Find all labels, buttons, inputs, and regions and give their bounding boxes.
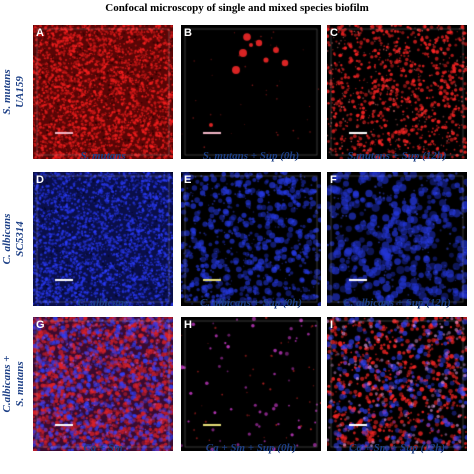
row-label: C.albicans + S. mutans [1,356,27,413]
panel-letter: E [184,174,192,186]
microscopy-panel: H [181,317,321,451]
panel-letter: C [330,27,338,39]
micrograph-image [33,25,173,159]
panel-letter: B [184,27,192,39]
panel-caption: C. albicans [77,297,129,309]
panel-caption: Ca + Sm [83,442,123,454]
microscopy-panel: C [327,25,467,159]
panel-caption: S. mutans + Sup (0h) [202,150,300,162]
panel-caption: Ca + Sm + Sup (12h) [349,442,445,454]
row-label: C. albicans SC5314 [1,214,27,265]
micrograph-image [33,172,173,306]
row-label-line: UA159 [14,76,26,108]
microscopy-panel: I [327,317,467,451]
figure-title: Confocal microscopy of single and mixed … [105,2,369,14]
panel-letter: A [36,27,44,39]
microscopy-panel: B [181,25,321,159]
panel-caption: S. mutans [80,150,126,162]
panel-caption: Ca + Sm + Sup (0h) [205,442,297,454]
panel-letter: H [184,319,192,331]
row-label-line: S. mutans [1,69,13,115]
panel-letter: G [36,319,45,331]
micrograph-image [33,317,173,451]
row-label: S. mutans UA159 [1,69,27,114]
panel-caption: C. albicans + Sup (12h) [343,297,451,309]
panel-letter: D [36,174,44,186]
micrograph-image [327,25,467,159]
microscopy-panel: G [33,317,173,451]
micrograph-image [181,172,321,306]
microscopy-panel: D [33,172,173,306]
microscopy-panel: F [327,172,467,306]
microscopy-panel: A [33,25,173,159]
micrograph-image [327,317,467,451]
panel-letter: F [330,174,337,186]
microscopy-panel: E [181,172,321,306]
panel-letter: I [330,319,334,331]
micrograph-image [181,25,321,159]
micrograph-image [181,317,321,451]
micrograph-image [327,172,467,306]
row-label-line: S. mutans [14,361,26,407]
row-label-line: C.albicans + [1,355,13,413]
row-label-line: SC5314 [14,221,26,257]
panel-caption: C. albicans + Sup (0h) [200,297,302,309]
row-label-line: C. albicans [1,213,13,265]
panel-caption: S.mutans + Sup (12h) [347,150,447,162]
